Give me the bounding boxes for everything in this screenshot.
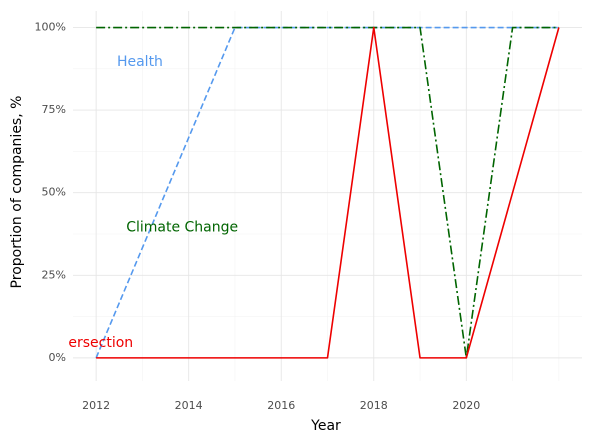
- x-axis-title: Year: [310, 418, 341, 434]
- series-line-intersection: [96, 26, 560, 359]
- x-axis-ticks: 2012 2014 2016 2018 2020: [82, 399, 480, 412]
- x-tick-label: 2012: [82, 399, 110, 412]
- series-label-intersection: ersection: [68, 335, 133, 351]
- x-tick-label: 2016: [267, 399, 295, 412]
- y-tick-label: 25%: [42, 268, 66, 281]
- y-tick-label: 100%: [35, 21, 66, 34]
- series-lines: [95, 26, 560, 359]
- y-axis-ticks: 0% 25% 50% 75% 100%: [35, 21, 66, 364]
- y-tick-label: 50%: [42, 186, 66, 199]
- x-tick-label: 2020: [452, 399, 480, 412]
- y-axis-title: Proportion of companies, %: [9, 96, 25, 289]
- series-label-climate-change: Climate Change: [126, 219, 238, 235]
- series-line-climate-change: [96, 26, 559, 359]
- x-tick-label: 2014: [175, 399, 203, 412]
- minor-gridlines: [73, 11, 582, 381]
- series-label-health: Health: [117, 54, 163, 70]
- y-tick-label: 0%: [49, 351, 66, 364]
- series-labels: Health Climate Change ersection: [68, 54, 238, 351]
- major-gridlines: [73, 11, 582, 381]
- y-tick-label: 75%: [42, 103, 66, 116]
- x-tick-label: 2018: [360, 399, 388, 412]
